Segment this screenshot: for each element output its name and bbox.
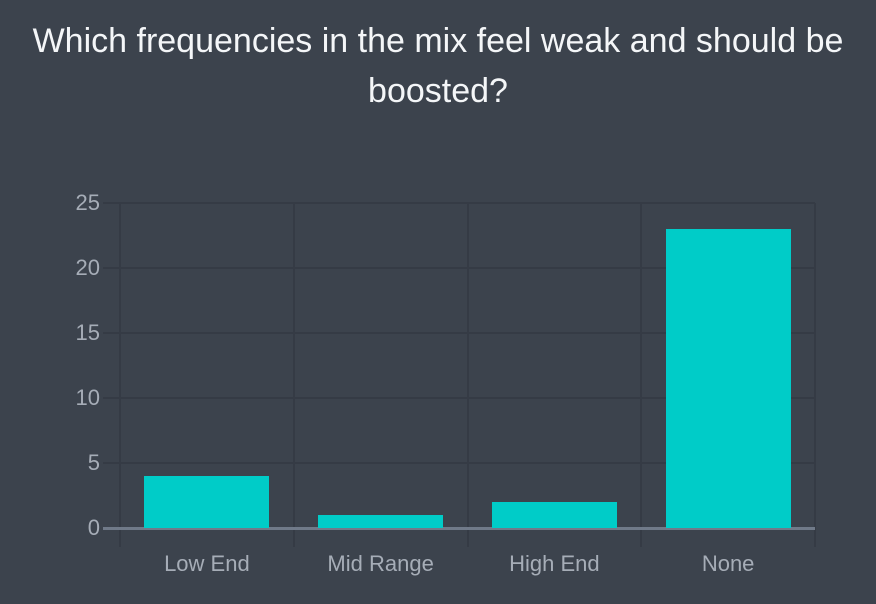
chart-card: Which frequencies in the mix feel weak a… bbox=[0, 16, 876, 576]
y-axis-tick bbox=[103, 462, 120, 464]
gridline-horizontal bbox=[120, 267, 815, 269]
x-axis-tick bbox=[640, 528, 642, 547]
gridline-horizontal bbox=[120, 462, 815, 464]
gridline-vertical bbox=[814, 203, 816, 528]
y-axis-tick bbox=[103, 332, 120, 334]
x-axis-label: None bbox=[701, 551, 755, 576]
x-axis-label: Low End bbox=[164, 551, 250, 576]
gridline-vertical bbox=[293, 203, 295, 528]
gridline-vertical bbox=[119, 203, 121, 528]
y-axis-label: 5 bbox=[87, 450, 100, 475]
gridline-horizontal bbox=[120, 332, 815, 334]
y-axis-label: 10 bbox=[75, 385, 100, 410]
x-axis-line bbox=[103, 527, 815, 530]
y-axis-tick bbox=[103, 267, 120, 269]
gridline-horizontal bbox=[120, 397, 815, 399]
y-axis-tick bbox=[103, 397, 120, 399]
y-axis-label: 20 bbox=[75, 255, 100, 280]
gridline-vertical bbox=[640, 203, 642, 528]
x-axis-tick bbox=[293, 528, 295, 547]
x-axis-tick bbox=[119, 528, 121, 547]
y-axis-tick bbox=[103, 202, 120, 204]
bar-high-end bbox=[491, 502, 617, 528]
gridline-vertical bbox=[467, 203, 469, 528]
chart-title: Which frequencies in the mix feel weak a… bbox=[32, 22, 844, 110]
y-axis-label: 25 bbox=[75, 190, 100, 215]
bar-none bbox=[665, 229, 791, 528]
x-axis-tick bbox=[467, 528, 469, 547]
y-axis-label: 0 bbox=[87, 515, 100, 540]
x-axis-label: High End bbox=[509, 551, 600, 576]
gridline-horizontal bbox=[120, 202, 815, 204]
bar-low-end bbox=[144, 476, 270, 528]
bar-chart-plot-area: 0 5 10 15 20 25 Low End Mid Range High End None bbox=[76, 190, 816, 576]
y-axis-label: 15 bbox=[75, 320, 100, 345]
x-axis-label: Mid Range bbox=[327, 551, 434, 576]
x-axis-tick bbox=[814, 528, 816, 547]
bar-mid-range bbox=[318, 515, 444, 528]
